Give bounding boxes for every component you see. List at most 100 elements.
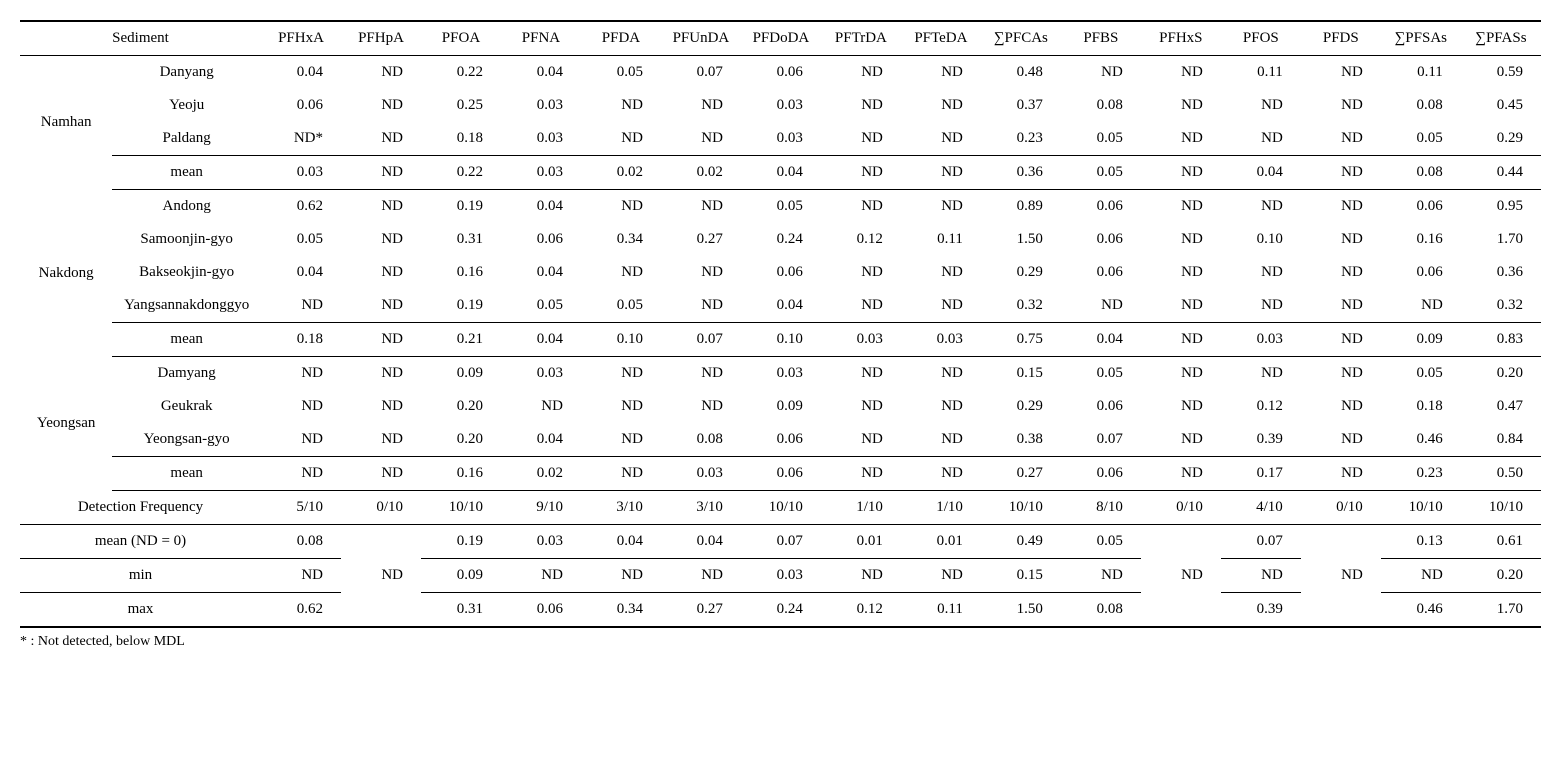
table-cell: 0.04 [1221, 156, 1301, 190]
table-cell: ND [901, 256, 981, 289]
table-cell: 0.36 [1461, 256, 1541, 289]
table-cell: ND [1141, 122, 1221, 156]
table-cell: 0.04 [501, 323, 581, 357]
table-cell: 0.05 [1381, 122, 1461, 156]
table-cell: 0.19 [421, 289, 501, 323]
table-cell: 0.06 [1061, 390, 1141, 423]
min-label: min [20, 559, 261, 593]
table-row: PaldangND*ND0.180.03NDND0.03NDND0.230.05… [20, 122, 1541, 156]
det-freq-row: Detection Frequency5/100/1010/109/103/10… [20, 491, 1541, 525]
table-cell: 0.12 [821, 593, 901, 628]
table-cell: 0.17 [1221, 457, 1301, 491]
table-cell: 0.18 [421, 122, 501, 156]
table-cell: ND [1141, 390, 1221, 423]
table-body: NamhanDanyang0.04ND0.220.040.050.070.06N… [20, 56, 1541, 627]
table-cell: ND [261, 357, 341, 391]
table-cell: ND [341, 357, 421, 391]
table-cell: ND [341, 56, 421, 89]
table-cell: 0.09 [421, 357, 501, 391]
table-cell: 10/10 [981, 491, 1061, 525]
table-cell: 0.05 [1061, 122, 1141, 156]
table-cell: ND [581, 89, 661, 122]
table-cell: ND [341, 457, 421, 491]
table-cell: ND [341, 190, 421, 224]
table-cell: 0.08 [261, 525, 341, 559]
table-cell: 0.47 [1461, 390, 1541, 423]
table-cell: 10/10 [1381, 491, 1461, 525]
table-cell: 0.05 [1061, 525, 1141, 559]
table-cell: 0.06 [1061, 457, 1141, 491]
table-cell: 0.29 [981, 390, 1061, 423]
table-cell: 0.03 [501, 89, 581, 122]
det-freq-label: Detection Frequency [20, 491, 261, 525]
table-row: NamhanDanyang0.04ND0.220.040.050.070.06N… [20, 56, 1541, 89]
table-cell: ND [501, 559, 581, 593]
table-cell: ND [1221, 256, 1301, 289]
table-cell: 0.29 [1461, 122, 1541, 156]
table-cell: 0.59 [1461, 56, 1541, 89]
table-cell: 0.12 [821, 223, 901, 256]
table-row: Bakseokjin-gyo0.04ND0.160.04NDND0.06NDND… [20, 256, 1541, 289]
table-cell: ND [341, 390, 421, 423]
table-cell: ND [821, 289, 901, 323]
table-cell: 0.06 [1381, 256, 1461, 289]
table-cell: ND [821, 256, 901, 289]
table-cell: ND [1221, 357, 1301, 391]
table-cell: 0.27 [661, 223, 741, 256]
header-row: Sediment PFHxA PFHpA PFOA PFNA PFDA PFUn… [20, 21, 1541, 56]
table-cell: ND [1301, 357, 1381, 391]
table-cell: ND [1301, 223, 1381, 256]
table-cell: 0.03 [501, 357, 581, 391]
table-cell: ND [1301, 122, 1381, 156]
table-cell: 0.31 [421, 593, 501, 628]
table-cell: ND [581, 559, 661, 593]
table-cell: ND [661, 190, 741, 224]
table-cell: Paldang [112, 122, 261, 156]
table-cell: 0.05 [741, 190, 821, 224]
table-cell: ND [901, 423, 981, 457]
table-cell: 0.24 [741, 223, 821, 256]
table-cell: ND [1301, 423, 1381, 457]
table-cell: 0.48 [981, 56, 1061, 89]
river-cell: Yeongsan [20, 357, 112, 491]
table-cell: ND [1141, 357, 1221, 391]
table-cell: ND [1301, 256, 1381, 289]
header-sediment: Sediment [20, 21, 261, 56]
table-cell: ND [821, 457, 901, 491]
table-cell: ND [1141, 323, 1221, 357]
table-cell: 0.05 [581, 56, 661, 89]
table-cell: 0.61 [1461, 525, 1541, 559]
table-cell: 0.01 [901, 525, 981, 559]
table-cell: ND [661, 89, 741, 122]
table-cell: 0.46 [1381, 593, 1461, 628]
mean-nd0-row: mean (ND = 0)0.08ND0.190.030.040.040.070… [20, 525, 1541, 559]
header-compound: PFHpA [341, 21, 421, 56]
table-cell: 0/10 [341, 491, 421, 525]
table-cell: ND [821, 423, 901, 457]
table-cell: 0.50 [1461, 457, 1541, 491]
table-cell: 0.03 [741, 559, 821, 593]
table-cell: 0.34 [581, 593, 661, 628]
table-cell: ND [1141, 190, 1221, 224]
header-compound: PFNA [501, 21, 581, 56]
table-cell: 0.89 [981, 190, 1061, 224]
table-cell: 0.06 [261, 89, 341, 122]
table-cell: ND [581, 390, 661, 423]
table-cell: 0.20 [421, 390, 501, 423]
table-cell: 3/10 [661, 491, 741, 525]
header-compound: PFDS [1301, 21, 1381, 56]
table-cell: 1.50 [981, 223, 1061, 256]
table-cell: 1/10 [821, 491, 901, 525]
table-cell: ND [1141, 256, 1221, 289]
table-cell: mean [112, 323, 261, 357]
table-cell: 0.16 [1381, 223, 1461, 256]
table-cell: 0.04 [661, 525, 741, 559]
table-cell: ND [261, 390, 341, 423]
table-cell: ND [261, 457, 341, 491]
table-cell: Damyang [112, 357, 261, 391]
table-cell: Samoonjin-gyo [112, 223, 261, 256]
table-cell: 0.03 [501, 525, 581, 559]
table-cell: 0.05 [1061, 357, 1141, 391]
table-cell: 0.10 [581, 323, 661, 357]
table-cell: 4/10 [1221, 491, 1301, 525]
